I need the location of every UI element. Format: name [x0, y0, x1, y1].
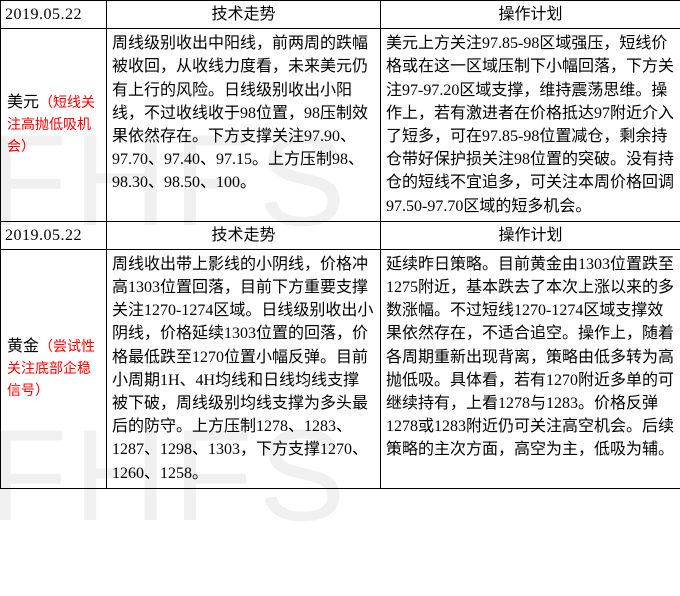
- trend-cell: 周线收出带上影线的小阴线，价格冲高1303位置回落，目前下方重要支撑关注1270…: [107, 249, 381, 488]
- plan-cell: 美元上方关注97.85-98区域强压，短线价格或在这一区域压制下小幅回落，下方关…: [381, 29, 680, 222]
- asset-name: 美元: [7, 94, 39, 111]
- col-header-trend: 技术走势: [107, 221, 381, 249]
- table-row: 美元（短线关注高抛低吸机会） 周线级别收出中阳线，前两周的跌幅被收回，从收线力度…: [1, 29, 680, 222]
- analysis-table: 2019.05.22 技术走势 操作计划 美元（短线关注高抛低吸机会） 周线级别…: [0, 0, 680, 489]
- trend-cell: 周线级别收出中阳线，前两周的跌幅被收回，从收线力度看，未来美元仍有上行的风险。日…: [107, 29, 381, 222]
- col-header-plan: 操作计划: [381, 221, 680, 249]
- asset-cell: 黄金（尝试性关注底部企稳信号）: [1, 249, 107, 488]
- plan-cell: 延续昨日策略。目前黄金由1303位置跌至1275附近，基本跌去了本次上涨以来的多…: [381, 249, 680, 488]
- table-row: 黄金（尝试性关注底部企稳信号） 周线收出带上影线的小阴线，价格冲高1303位置回…: [1, 249, 680, 488]
- table-row: 2019.05.22 技术走势 操作计划: [1, 1, 680, 29]
- date-cell: 2019.05.22: [1, 221, 107, 249]
- asset-cell: 美元（短线关注高抛低吸机会）: [1, 29, 107, 222]
- table-row: 2019.05.22 技术走势 操作计划: [1, 221, 680, 249]
- date-cell: 2019.05.22: [1, 1, 107, 29]
- asset-name: 黄金: [7, 338, 39, 355]
- col-header-trend: 技术走势: [107, 1, 381, 29]
- col-header-plan: 操作计划: [381, 1, 680, 29]
